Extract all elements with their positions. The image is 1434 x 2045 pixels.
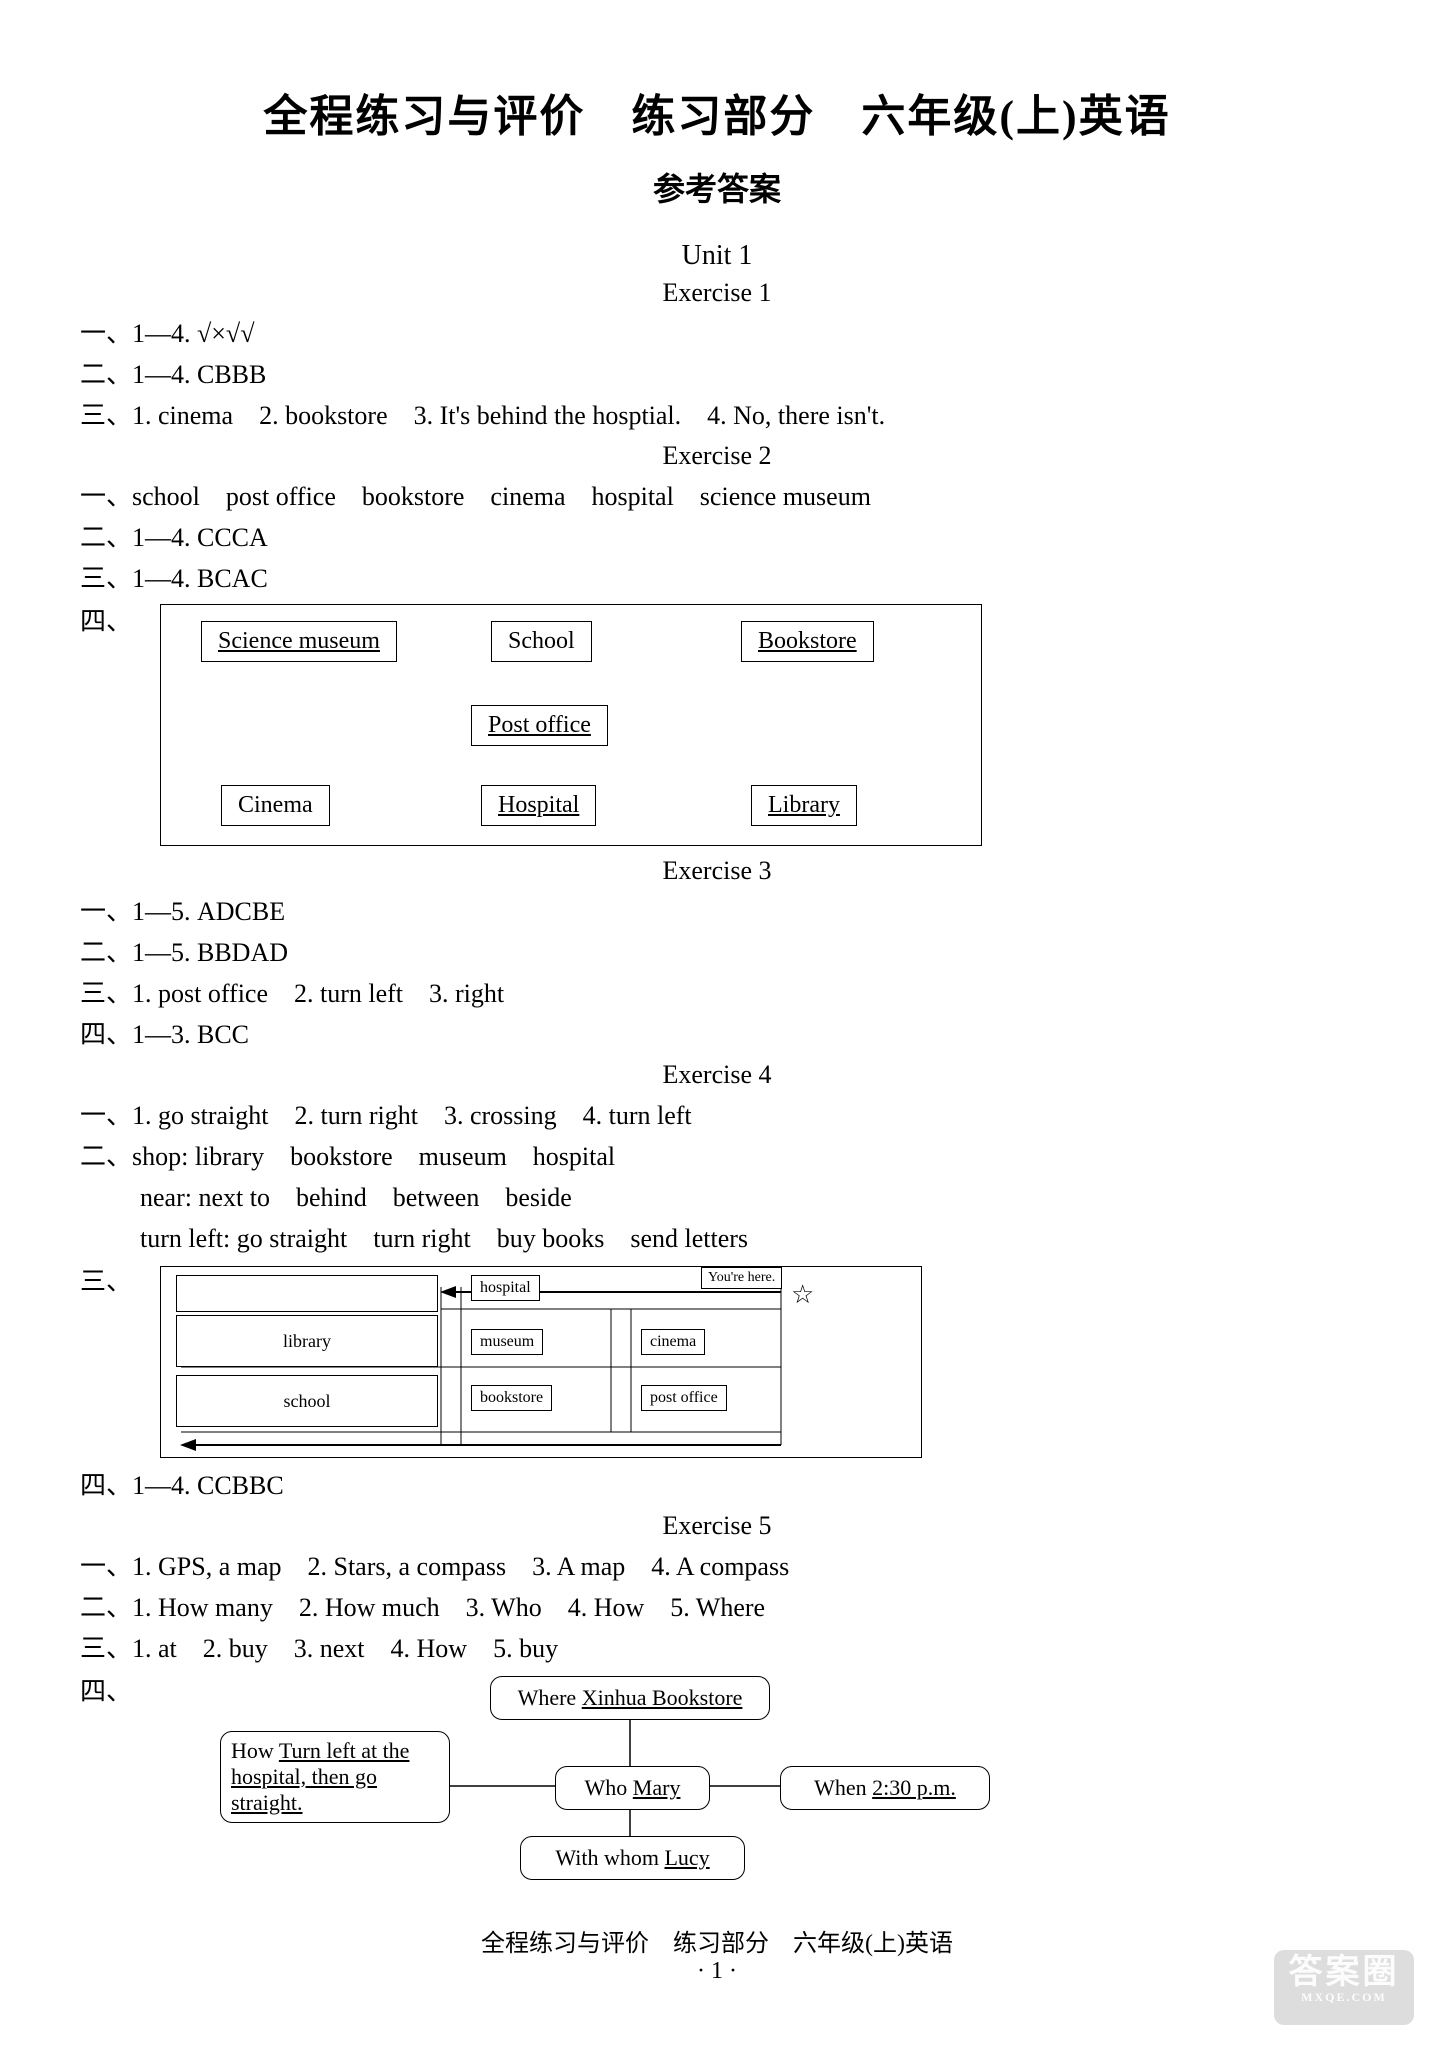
d3-how: How Turn left at the hospital, then go s… (220, 1731, 450, 1823)
ex3-line2: 二、1—5. BBDAD (80, 933, 1354, 972)
ex3-line4: 四、1—3. BCC (80, 1015, 1354, 1054)
d1-box-school: School (491, 621, 592, 662)
how-v1: Turn left at the (279, 1738, 410, 1763)
unit-label: Unit 1 (80, 240, 1354, 272)
d1-box-library: Library (751, 785, 857, 826)
ex5-line2: 二、1. How many 2. How much 3. Who 4. How … (80, 1588, 1354, 1627)
d2-bookstore: bookstore (471, 1385, 552, 1411)
page-subtitle: 参考答案 (80, 164, 1354, 210)
when-prefix: When (814, 1775, 872, 1800)
ex2-line3: 三、1—4. BCAC (80, 559, 1354, 598)
d3-when: When 2:30 p.m. (780, 1766, 990, 1810)
ex2-title: Exercise 2 (80, 441, 1354, 471)
d3-where: Where Xinhua Bookstore (490, 1676, 770, 1720)
ex3-line3: 三、1. post office 2. turn left 3. right (80, 974, 1354, 1013)
with-prefix: With whom (555, 1845, 664, 1870)
ex5-line1: 一、1. GPS, a map 2. Stars, a compass 3. A… (80, 1547, 1354, 1586)
ex5-line4-prefix: 四、 (80, 1672, 120, 1711)
d1-box-bookstore: Bookstore (741, 621, 874, 662)
d1-box-post-office: Post office (471, 705, 608, 746)
d2-museum: museum (471, 1329, 543, 1355)
star-icon: ☆ (791, 1280, 814, 1309)
d3-who: Who Mary (555, 1766, 710, 1810)
when-val: 2:30 p.m. (872, 1775, 956, 1800)
ex4-line2b: turn left: go straight turn right buy bo… (80, 1219, 1354, 1258)
watermark-main: 答案圈 (1289, 1954, 1400, 1991)
how-v2: hospital, then go (231, 1764, 377, 1789)
footer-text: 全程练习与评价 练习部分 六年级(上)英语 (0, 1923, 1434, 1958)
library-label: library (283, 1331, 331, 1352)
who-prefix: Who (585, 1775, 633, 1800)
ex4-diagram: ☆ library school hospital museum booksto… (160, 1266, 922, 1458)
ex1-title: Exercise 1 (80, 278, 1354, 308)
ex4-line3-prefix: 三、 (80, 1262, 120, 1301)
with-val: Lucy (664, 1845, 709, 1870)
d1-box-science-museum: Science museum (201, 621, 397, 662)
watermark-sub: MXQE.COM (1274, 1991, 1414, 2004)
ex2-line4-prefix: 四、 (80, 602, 120, 641)
where-prefix: Where (518, 1685, 582, 1710)
ex2-line2: 二、1—4. CCCA (80, 518, 1354, 557)
d1-box-cinema: Cinema (221, 785, 330, 826)
ex2-line1: 一、school post office bookstore cinema ho… (80, 477, 1354, 516)
page-number: · 1 · (0, 1958, 1434, 1985)
ex4-line2a: near: next to behind between beside (80, 1178, 1354, 1217)
ex2-diagram: Science museum School Bookstore Post office… (160, 604, 982, 846)
footer: 全程练习与评价 练习部分 六年级(上)英语 · 1 · (0, 1923, 1434, 1985)
ex5-diagram: Where Xinhua Bookstore How Turn left at … (200, 1676, 1050, 1876)
where-val: Xinhua Bookstore (582, 1685, 743, 1710)
ex1-line3: 三、1. cinema 2. bookstore 3. It's behind … (80, 396, 1354, 435)
who-val: Mary (633, 1775, 681, 1800)
watermark: 答案圈 MXQE.COM (1274, 1950, 1414, 2025)
d2-postoffice: post office (641, 1385, 727, 1411)
how-prefix: How (231, 1738, 279, 1763)
ex4-line4: 四、1—4. CCBBC (80, 1466, 1354, 1505)
ex1-line1: 一、1—4. √×√√ (80, 314, 1354, 353)
d2-library-box: library (176, 1315, 438, 1367)
ex4-line2: 二、shop: library bookstore museum hospita… (80, 1137, 1354, 1176)
ex4-title: Exercise 4 (80, 1060, 1354, 1090)
d3-with: With whom Lucy (520, 1836, 745, 1880)
page: 全程练习与评价 练习部分 六年级(上)英语 参考答案 Unit 1 Exerci… (0, 0, 1434, 2045)
d2-cinema: cinema (641, 1329, 705, 1355)
d2-top-row (176, 1275, 438, 1312)
d2-hospital: hospital (471, 1275, 540, 1301)
d2-you-are-here: You're here. (701, 1267, 782, 1289)
ex1-line2: 二、1—4. CBBB (80, 355, 1354, 394)
d2-school-box: school (176, 1375, 438, 1427)
d1-box-hospital: Hospital (481, 785, 596, 826)
page-title: 全程练习与评价 练习部分 六年级(上)英语 (80, 80, 1354, 144)
how-v3: straight. (231, 1790, 303, 1815)
ex5-line3: 三、1. at 2. buy 3. next 4. How 5. buy (80, 1629, 1354, 1668)
ex3-line1: 一、1—5. ADCBE (80, 892, 1354, 931)
ex5-title: Exercise 5 (80, 1511, 1354, 1541)
ex4-line1: 一、1. go straight 2. turn right 3. crossi… (80, 1096, 1354, 1135)
school-label: school (284, 1391, 331, 1412)
ex3-title: Exercise 3 (80, 856, 1354, 886)
